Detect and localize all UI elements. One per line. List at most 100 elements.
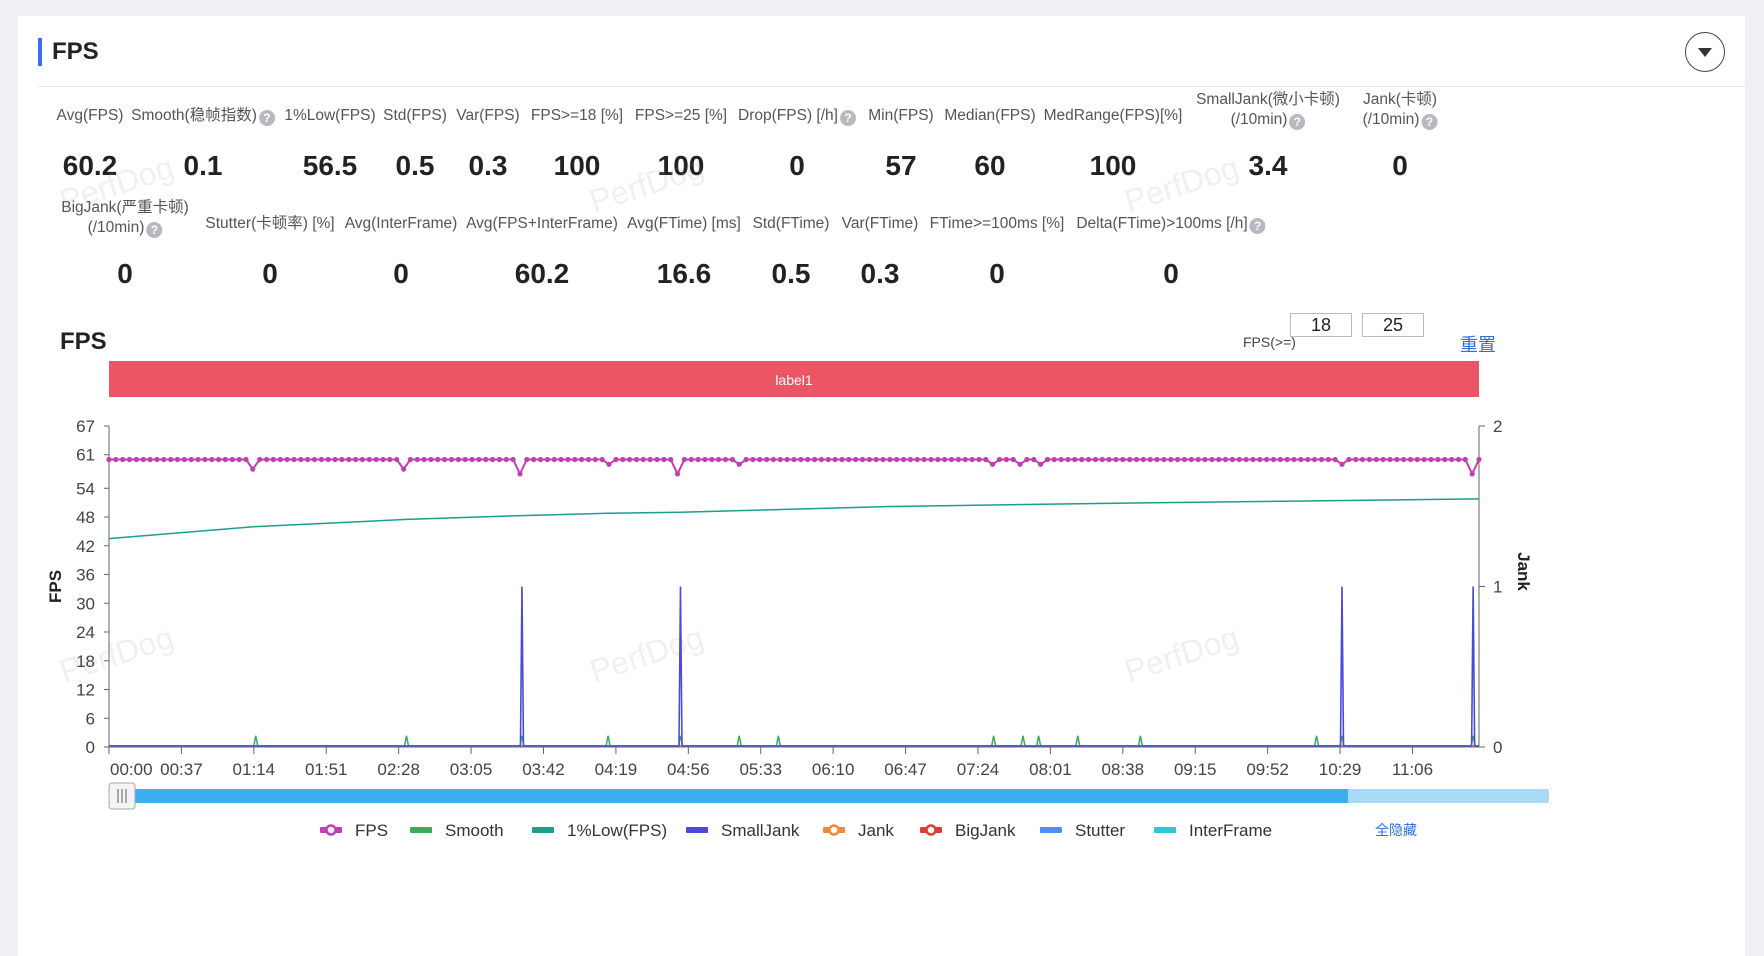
legend-item-smalljank[interactable]: SmallJank <box>686 821 800 840</box>
fps-point <box>1394 456 1400 463</box>
help-icon[interactable]: ? <box>1289 114 1306 130</box>
fps-point <box>729 456 736 463</box>
metric-value: 0.1 <box>183 150 223 181</box>
metric-value: 100 <box>657 150 705 181</box>
fps-point <box>490 456 496 463</box>
fps-point <box>866 456 873 463</box>
metric-label-line: Var(FPS) <box>456 107 520 124</box>
threshold-low-input[interactable] <box>1290 313 1352 337</box>
legend-item-stutter[interactable]: Stutter <box>1040 821 1125 840</box>
metric-value: 0.3 <box>860 258 900 289</box>
metric-label: FTime>=100ms [%] <box>930 214 1065 234</box>
fps-point <box>284 456 290 463</box>
y-left-tick-label: 30 <box>76 594 95 613</box>
help-icon[interactable]: ? <box>1249 218 1266 234</box>
fps-point <box>1414 456 1420 463</box>
reset-button[interactable]: 重置 <box>1460 335 1496 355</box>
series-line-smooth <box>109 735 1479 747</box>
fps-point <box>1270 456 1277 463</box>
collapse-button[interactable] <box>1685 32 1725 72</box>
help-icon[interactable]: ? <box>839 110 856 126</box>
fps-point <box>1284 456 1290 463</box>
fps-point <box>887 456 893 463</box>
fps-point <box>387 456 393 463</box>
fps-point <box>914 456 920 463</box>
fps-point <box>346 456 352 463</box>
legend-item-fps[interactable]: FPS <box>320 821 388 840</box>
legend-marker <box>925 824 937 836</box>
threshold-high-input[interactable] <box>1362 313 1424 337</box>
metric-label: Var(FTime) <box>842 214 919 234</box>
help-icon[interactable]: ? <box>258 110 275 126</box>
metric-label-line: Avg(InterFrame) <box>344 215 458 232</box>
metric-label-line: SmallJank(微小卡顿) <box>1196 91 1340 108</box>
fps-point <box>1264 456 1270 463</box>
fps-point <box>373 456 379 463</box>
metric-label: Avg(FPS+InterFrame) <box>466 214 618 234</box>
hide-all-link[interactable]: 全隐藏 <box>1375 822 1417 838</box>
legend-label: Stutter <box>1075 821 1125 840</box>
fps-point <box>1099 456 1105 463</box>
fps-point <box>859 456 866 463</box>
y-left-tick-label: 48 <box>76 508 95 527</box>
fps-point <box>832 456 838 463</box>
help-icon[interactable]: ? <box>1421 114 1438 130</box>
fps-point <box>140 456 146 463</box>
legend-item-bigjank[interactable]: BigJank <box>920 821 1016 840</box>
fps-point <box>606 461 612 467</box>
panel-title: FPS <box>52 38 99 65</box>
fps-point <box>147 456 153 463</box>
y-left-tick-label: 54 <box>76 479 95 498</box>
fps-point <box>476 456 482 463</box>
metric-label-line: FPS>=18 [%] <box>530 107 624 124</box>
fps-point <box>469 456 475 463</box>
metric-value: 57 <box>885 150 917 181</box>
metric-value: 0 <box>789 150 805 181</box>
fps-point <box>1120 456 1126 463</box>
header-divider <box>38 86 1745 87</box>
help-icon[interactable]: ? <box>146 222 163 238</box>
fps-point <box>1332 456 1338 463</box>
fps-point <box>668 456 674 463</box>
fps-point <box>325 456 331 463</box>
fps-point <box>1113 456 1119 463</box>
fps-point <box>969 456 975 463</box>
legend-item-jank[interactable]: Jank <box>823 821 894 840</box>
title-accent-bar <box>38 38 42 66</box>
metric-value: 60.2 <box>514 258 570 289</box>
metric-value: 100 <box>553 150 601 181</box>
fps-point <box>764 456 770 463</box>
fps-point <box>599 456 605 463</box>
legend-label: 1%Low(FPS) <box>567 821 667 840</box>
legend-label: BigJank <box>955 821 1016 840</box>
fps-point <box>305 456 311 463</box>
fps-point <box>654 456 660 463</box>
y-left-tick-label: 42 <box>76 537 95 556</box>
metric-label: MedRange(FPS)[%] <box>1044 106 1183 126</box>
y-right-axis-title: Jank <box>1514 552 1533 591</box>
fps-point <box>791 456 797 463</box>
fps-point <box>496 456 502 463</box>
metric-value: 56.5 <box>302 150 358 181</box>
fps-point <box>935 456 941 463</box>
legend-item-smooth[interactable]: Smooth <box>410 821 504 840</box>
fps-point <box>168 456 174 463</box>
legend-item-1-low-fps-[interactable]: 1%Low(FPS) <box>532 821 667 840</box>
fps-point <box>853 456 859 463</box>
fps-point <box>1065 456 1071 463</box>
fps-point <box>928 456 934 463</box>
legend-item-interframe[interactable]: InterFrame <box>1154 821 1272 840</box>
metric-label: Smooth(稳帧指数)? <box>131 106 275 126</box>
fps-point <box>1140 456 1146 463</box>
fps-point <box>1044 456 1051 463</box>
fps-point <box>1325 456 1331 463</box>
metric-value: 100 <box>1089 150 1137 181</box>
fps-point <box>565 456 571 463</box>
fps-point <box>948 456 955 463</box>
fps-panel: FPS Avg(FPS) 60.2 Smooth(稳帧指数)? 0.1 1%Low(FP… <box>18 16 1745 956</box>
fps-point <box>1366 456 1372 463</box>
fps-point <box>1243 456 1249 463</box>
fps-point <box>757 456 763 463</box>
fps-point <box>1346 456 1352 463</box>
chart-title: FPS <box>60 328 107 355</box>
